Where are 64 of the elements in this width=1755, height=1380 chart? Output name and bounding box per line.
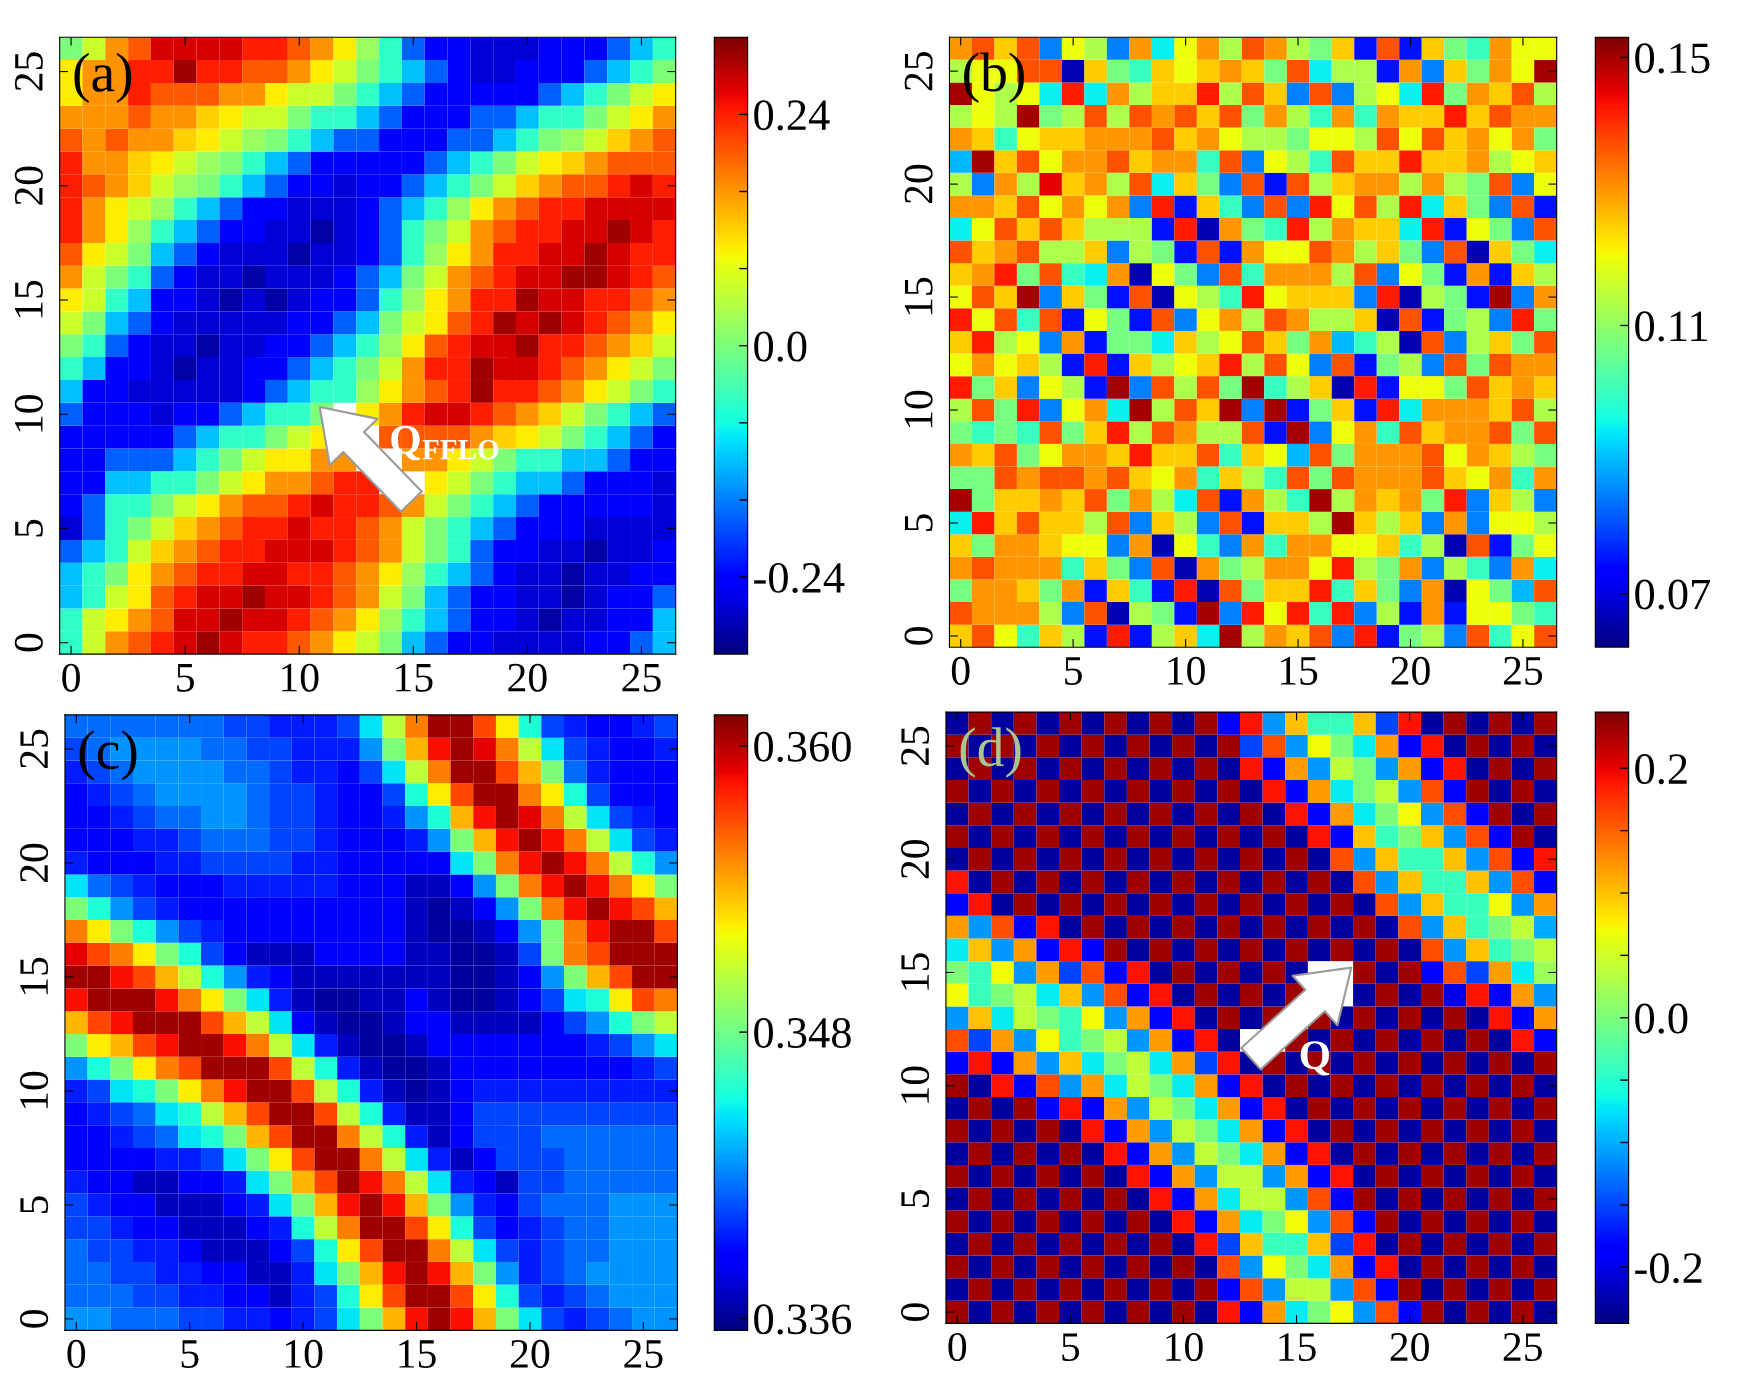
x-tick-label: 10: [1166, 1332, 1203, 1362]
x-tick-label: 15: [1279, 1333, 1316, 1362]
y-tick-label: 20: [14, 166, 43, 205]
color-bar-label: 0.24: [754, 100, 830, 131]
color-bar-label: 0.348: [754, 1017, 851, 1049]
y-tick-label: 15: [901, 953, 930, 990]
x-tick-label: 5: [181, 1340, 199, 1368]
color-bar-label: 0.0: [754, 331, 807, 362]
color-bar-label: 0.360: [754, 731, 851, 762]
x-tick-label: 25: [1503, 656, 1543, 685]
color-bar-label: -0.24: [754, 562, 845, 594]
x-tick-label: 0: [951, 656, 970, 685]
x-tick-label: 15: [396, 663, 433, 692]
x-tick-label: 0: [62, 663, 80, 692]
x-tick-label: 20: [1391, 656, 1430, 685]
x-tick-label: 20: [508, 663, 547, 692]
y-tick-label: 0: [20, 1310, 49, 1328]
y-tick-label: 5: [15, 519, 43, 537]
y-tick-label: 15: [20, 957, 49, 995]
chart-title: (d): [960, 727, 1021, 778]
y-tick-label: 5: [904, 514, 933, 531]
x-tick-label: 20: [1390, 1332, 1429, 1362]
x-tick-label: 20: [510, 1339, 550, 1368]
x-tick-label: 0: [948, 1332, 967, 1362]
x-tick-label: 25: [622, 663, 661, 692]
color-bar-label: 0.11: [1635, 311, 1707, 342]
x-tick-label: 10: [1168, 656, 1205, 685]
y-tick-label: 10: [14, 394, 43, 432]
x-tick-label: 10: [285, 1339, 323, 1368]
y-tick-label: 25: [14, 52, 43, 91]
y-tick-label: 20: [20, 843, 49, 883]
y-tick-label: 25: [20, 729, 49, 769]
color-bar-label: 0.2: [1635, 754, 1687, 785]
y-tick-label: 5: [901, 1190, 930, 1207]
color-bar-label: 0.15: [1635, 43, 1710, 74]
y-tick-label: 0: [901, 1303, 930, 1321]
color-bar-label: 0.0: [1635, 1003, 1688, 1034]
y-tick-label: 20: [904, 164, 933, 204]
color-bar-label: 0.336: [754, 1304, 852, 1335]
chart-title: (a): [74, 52, 132, 104]
x-tick-label: 0: [67, 1339, 86, 1368]
x-tick-label: 25: [1503, 1333, 1542, 1362]
chart-title: (c): [79, 730, 137, 781]
y-tick-label: 0: [14, 633, 43, 652]
y-tick-label: 10: [904, 390, 933, 428]
color-bar-label: 0.07: [1635, 579, 1710, 610]
x-tick-label: 15: [399, 1340, 436, 1368]
y-tick-label: 25: [904, 51, 933, 91]
y-tick-label: 25: [901, 726, 930, 766]
x-tick-label: 5: [1062, 1333, 1080, 1362]
x-tick-label: 5: [1065, 657, 1082, 685]
y-tick-label: 5: [20, 1196, 49, 1213]
y-tick-label: 10: [901, 1066, 930, 1103]
y-tick-label: 0: [904, 627, 933, 645]
y-tick-label: 15: [904, 277, 933, 315]
x-tick-label: 10: [282, 663, 319, 692]
y-tick-label: 10: [20, 1071, 49, 1109]
x-tick-label: 15: [1280, 656, 1318, 685]
y-tick-label: 20: [901, 840, 930, 879]
color-bar-label: -0.2: [1635, 1253, 1702, 1284]
x-tick-label: 5: [177, 664, 194, 692]
x-tick-label: 25: [624, 1339, 663, 1368]
y-tick-label: 15: [14, 280, 43, 318]
annotation: Q$_{FFLO}$: [391, 425, 499, 461]
